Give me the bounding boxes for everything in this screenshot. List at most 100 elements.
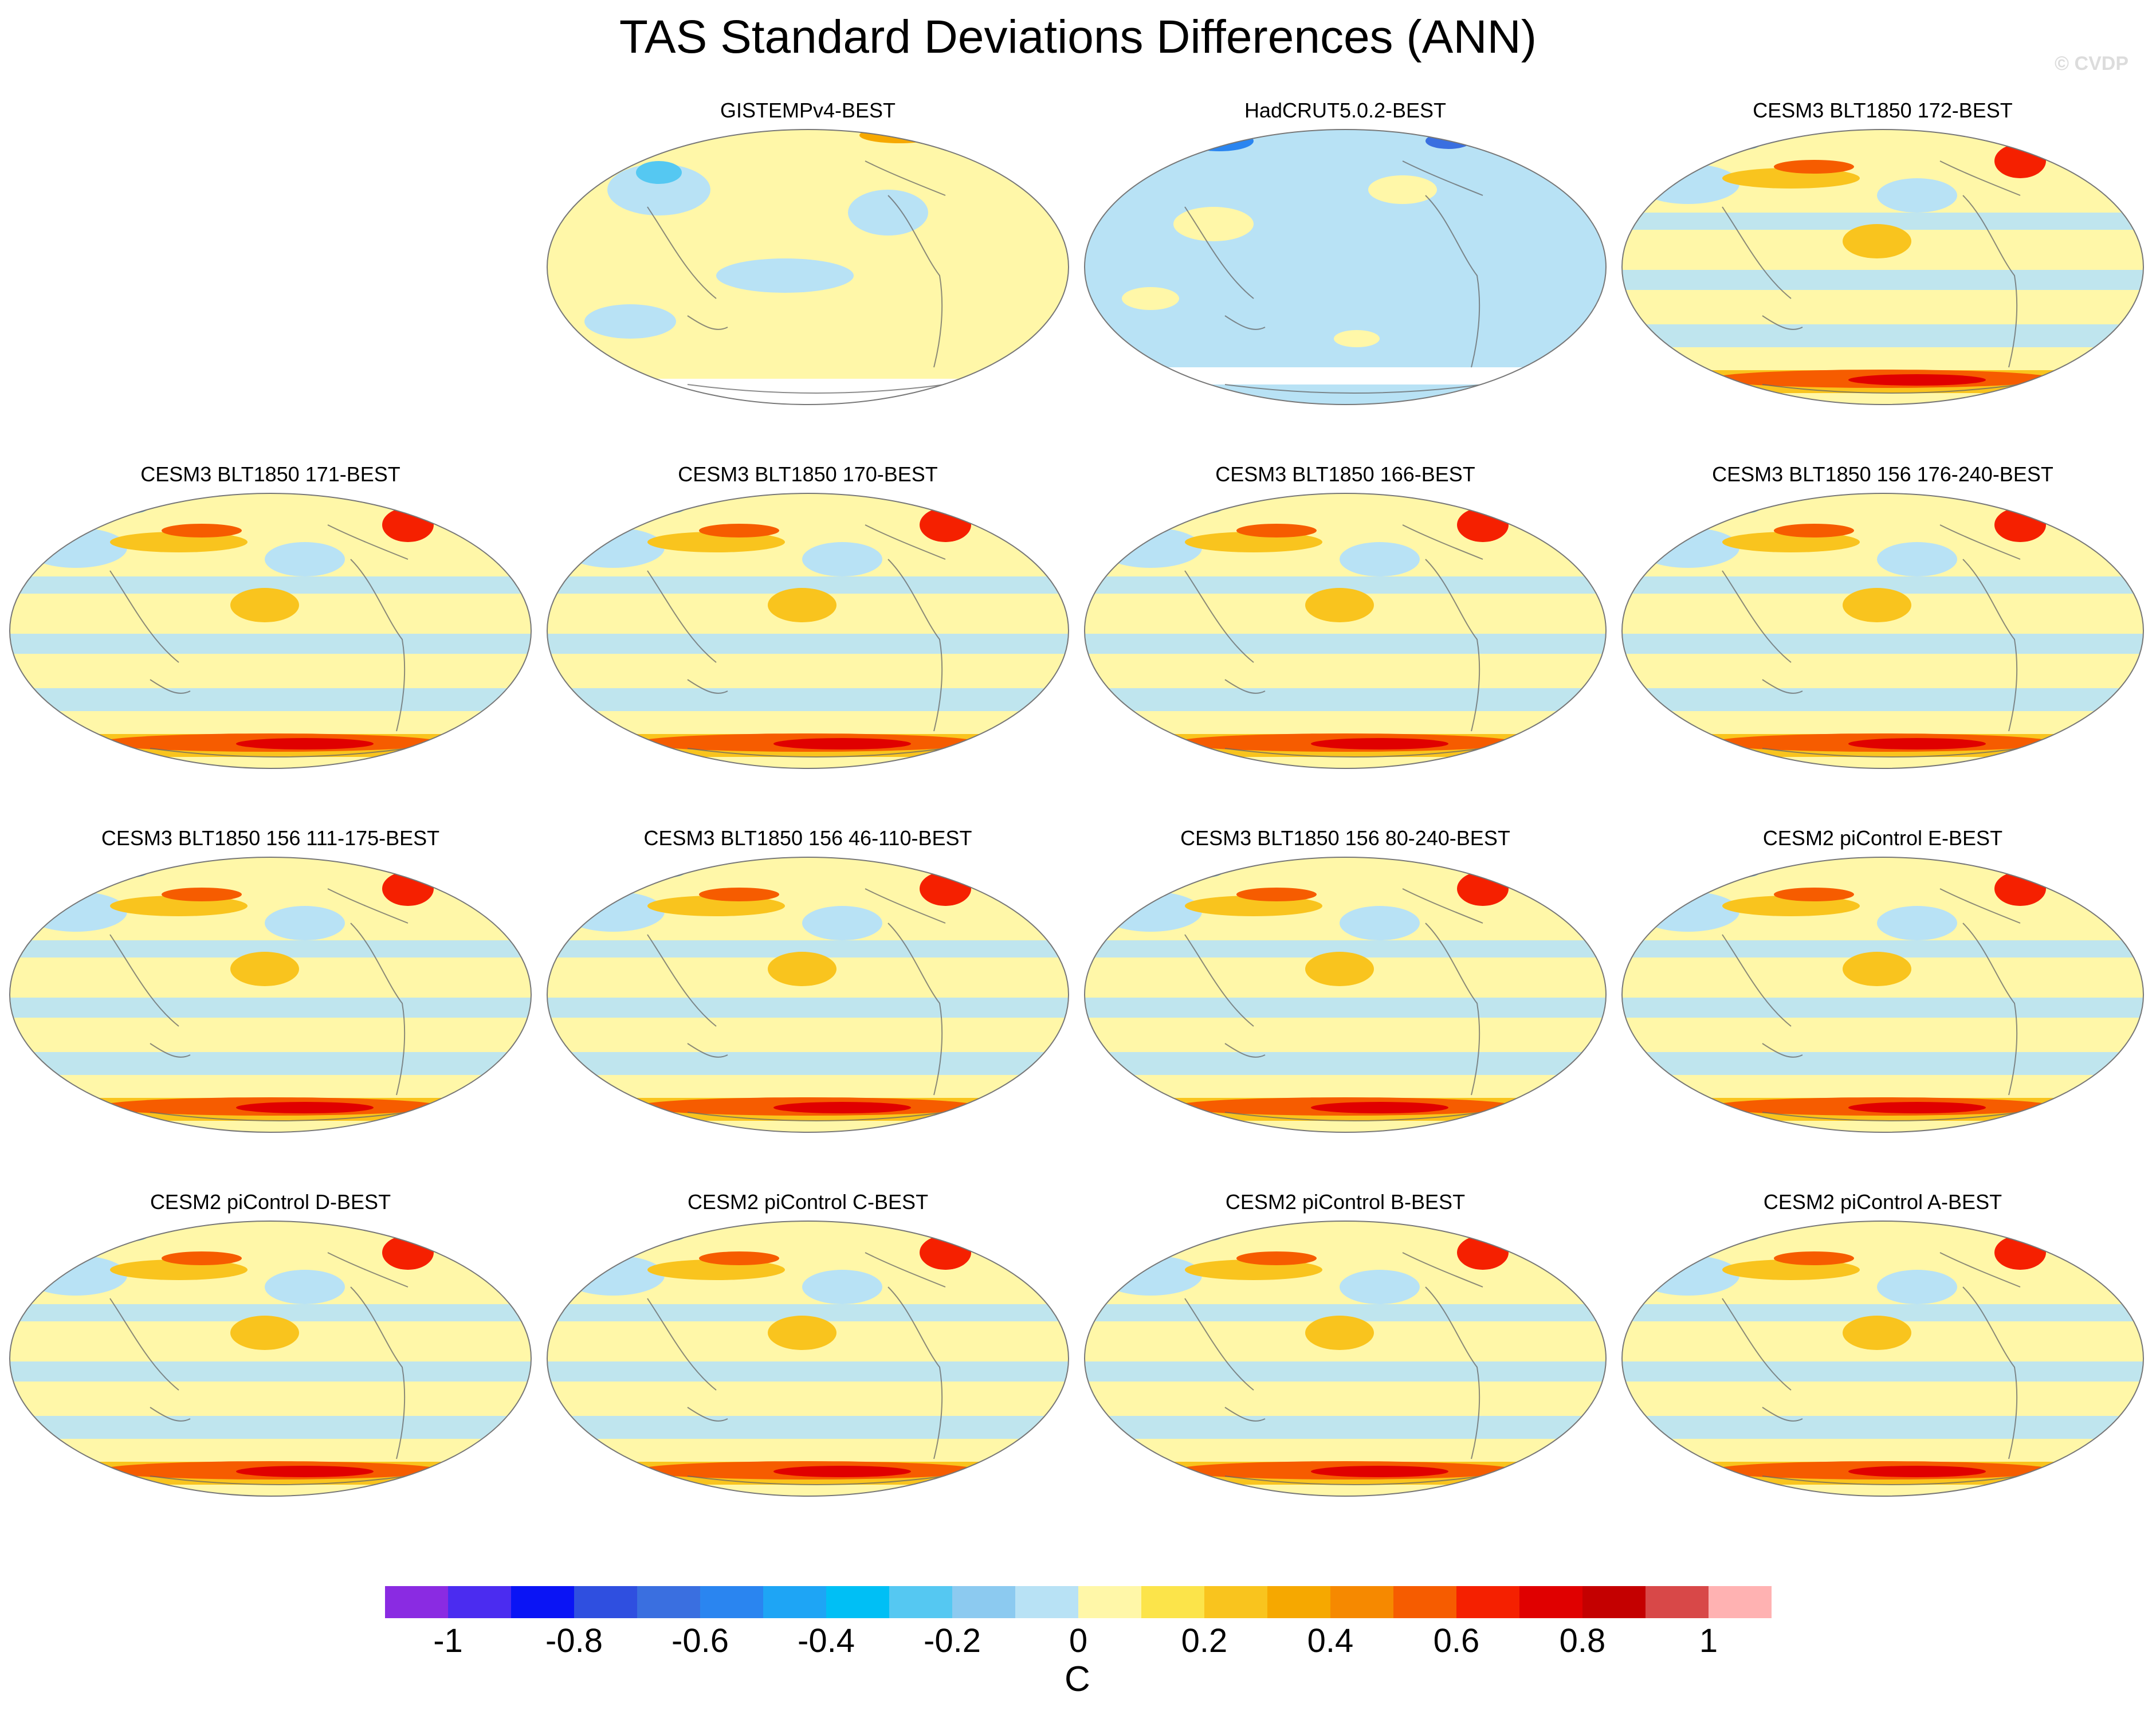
field-blob (1340, 1270, 1420, 1304)
map-outline (9, 857, 532, 1133)
panel-title: CESM2 piControl E-BEST (1762, 826, 2003, 850)
field-blob (236, 1102, 374, 1113)
map-outline (1084, 129, 1607, 405)
field-blob (1168, 1226, 1225, 1242)
field-blob (230, 952, 299, 986)
field-blob (802, 1270, 882, 1304)
panel-title: CESM3 BLT1850 156 111-175-BEST (101, 826, 440, 850)
colorbar-swatch (448, 1586, 512, 1618)
map-outline (547, 129, 1069, 405)
field-blob (1877, 906, 1957, 940)
field-blob (1843, 588, 1911, 622)
colorbar-swatch (1646, 1586, 1709, 1618)
map-outline (547, 1221, 1069, 1497)
map-outline (1621, 493, 2144, 769)
field-blob (1774, 888, 1854, 901)
field-blob (1705, 862, 1762, 878)
field-blob (607, 164, 710, 215)
field-blob (1305, 588, 1374, 622)
panel-title: CESM3 BLT1850 171-BEST (140, 462, 400, 486)
map-panel: CESM3 BLT1850 156 46-110-BEST (544, 822, 1071, 1135)
field-blob (1636, 1255, 1739, 1296)
map-panel: CESM3 BLT1850 172-BEST (1619, 95, 2146, 407)
field-blob (1705, 135, 1762, 151)
colorbar-swatch (952, 1586, 1016, 1618)
colorbar-swatch (1393, 1586, 1457, 1618)
panel-title: CESM2 piControl C-BEST (687, 1190, 929, 1214)
field-blob (1311, 1466, 1448, 1477)
field-blob (1843, 1316, 1911, 1350)
field-blob (1636, 892, 1739, 932)
field-blob (24, 528, 127, 568)
field-blob (1848, 738, 1986, 749)
field-blob (1099, 892, 1202, 932)
field-blob (1636, 528, 1739, 568)
world-map (9, 493, 532, 769)
field-blob (699, 888, 779, 901)
field-blob (768, 1316, 837, 1350)
field-blob (561, 528, 665, 568)
field-blob (93, 499, 150, 515)
colorbar-swatch (763, 1586, 827, 1618)
map-outline (1621, 129, 2144, 405)
field-blob (1774, 1251, 1854, 1265)
field-blob (162, 524, 242, 537)
map-outline (1621, 857, 2144, 1133)
field-blob (1636, 164, 1739, 204)
field-blob (920, 872, 971, 906)
world-map (547, 1221, 1069, 1497)
colorbar-swatch (1582, 1586, 1646, 1618)
world-map (9, 857, 532, 1133)
world-map (1621, 1221, 2144, 1497)
colorbar-swatch (511, 1586, 575, 1618)
colorbar-tick-label: -0.8 (545, 1622, 603, 1659)
colorbar-swatch (1141, 1586, 1205, 1618)
field-blob (1236, 524, 1317, 537)
field-blob (1305, 1316, 1374, 1350)
field-blob (1994, 872, 2046, 906)
field-blob (1877, 1270, 1957, 1304)
map-panel: CESM2 piControl E-BEST (1619, 822, 2146, 1135)
panel-title: CESM2 piControl B-BEST (1225, 1190, 1466, 1214)
panel-title: CESM3 BLT1850 156 80-240-BEST (1180, 826, 1510, 850)
colorbar-swatch (700, 1586, 764, 1618)
field-blob (630, 499, 688, 515)
field-blob (1173, 207, 1254, 241)
panel-title: CESM3 BLT1850 166-BEST (1215, 462, 1475, 486)
field-blob (802, 906, 882, 940)
map-outline (1084, 857, 1607, 1133)
field-blob (773, 1466, 911, 1477)
field-blob (93, 862, 150, 878)
field-blob (699, 524, 779, 537)
field-blob (1457, 1235, 1509, 1270)
watermark: © CVDP (2055, 53, 2128, 74)
field-blob (1311, 1102, 1448, 1113)
colorbar-swatch (385, 1586, 449, 1618)
field-blob (1340, 906, 1420, 940)
colorbar-swatch (1456, 1586, 1520, 1618)
field-blob (1305, 952, 1374, 986)
field-blob (1994, 144, 2046, 178)
colorbar-swatch (1267, 1586, 1331, 1618)
map-panel: CESM2 piControl A-BEST (1619, 1186, 2146, 1499)
field-blob (1122, 287, 1179, 310)
map-panel: CESM3 BLT1850 156 111-175-BEST (7, 822, 534, 1135)
colorbar-tick-label: -1 (433, 1622, 463, 1659)
map-panel: CESM2 piControl D-BEST (7, 1186, 534, 1499)
field-blob (1848, 1466, 1986, 1477)
field-blob (230, 588, 299, 622)
field-blob (382, 1235, 434, 1270)
colorbar-swatch (637, 1586, 701, 1618)
field-blob (1311, 738, 1448, 749)
field-blob (162, 1251, 242, 1265)
world-map (1084, 129, 1607, 405)
colorbar-swatch (826, 1586, 890, 1618)
map-outline (9, 1221, 532, 1497)
field-blob (1848, 374, 1986, 386)
panel-title: CESM3 BLT1850 156 176-240-BEST (1712, 462, 2053, 486)
field-blob (162, 888, 242, 901)
colorbar-unit: C (1065, 1659, 1090, 1699)
colorbar (385, 1586, 1772, 1618)
world-map (547, 493, 1069, 769)
field-blob (236, 738, 374, 749)
